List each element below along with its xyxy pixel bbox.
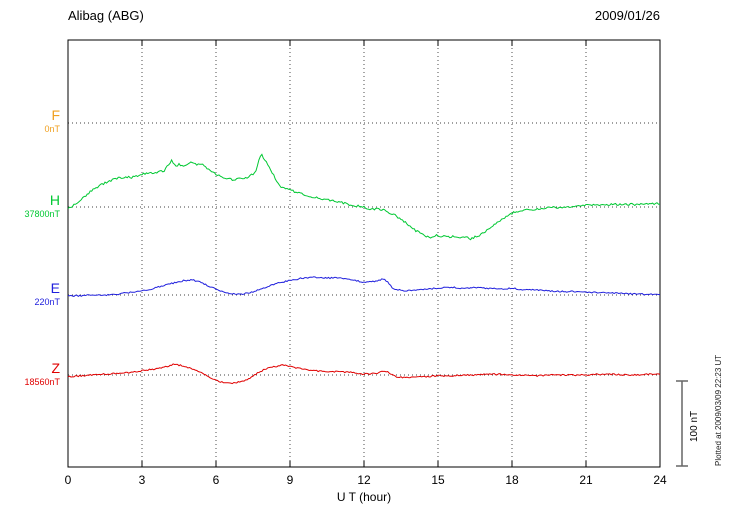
x-tick-label: 9 <box>286 473 294 487</box>
x-tick-label: 6 <box>212 473 220 487</box>
x-tick-label: 12 <box>357 473 371 487</box>
series-label-F: F <box>51 107 60 123</box>
station-title: Alibag (ABG) <box>68 8 144 23</box>
x-tick-label: 18 <box>505 473 519 487</box>
x-axis-title: U T (hour) <box>336 490 392 504</box>
date-label: 2009/01/26 <box>594 8 660 23</box>
x-tick-label: 24 <box>653 473 667 487</box>
x-tick-label: 3 <box>138 473 146 487</box>
series-label-Z: Z <box>51 360 60 376</box>
series-label-E: E <box>50 280 60 296</box>
baseline-value-E: 220nT <box>34 297 60 307</box>
x-tick-label: 21 <box>579 473 593 487</box>
baseline-value-H: 37800nT <box>24 209 60 219</box>
baseline-value-F: 0nT <box>44 124 60 134</box>
x-tick-label: 15 <box>431 473 445 487</box>
plotted-at-note: Plotted at 2009/03/09 22:23 UT <box>714 354 723 466</box>
scale-bar-label: 100 nT <box>689 410 700 442</box>
series-label-H: H <box>49 192 60 208</box>
baseline-value-Z: 18560nT <box>24 377 60 387</box>
x-tick-label: 0 <box>64 473 72 487</box>
